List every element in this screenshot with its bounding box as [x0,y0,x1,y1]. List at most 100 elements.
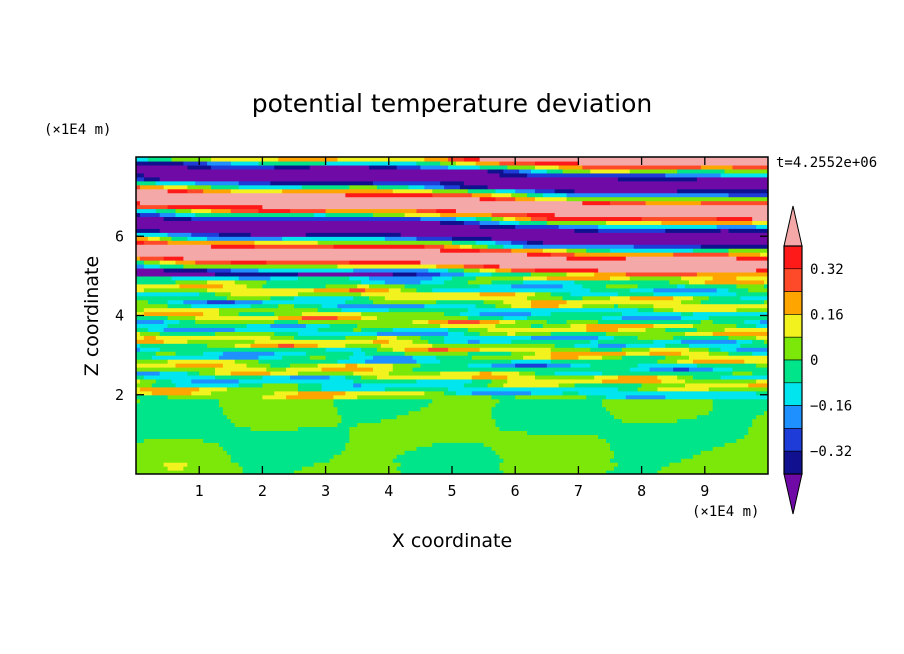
contour-cell [602,315,623,321]
contour-cell [167,323,248,328]
contour-cell [278,315,303,321]
contour-cell [432,442,485,447]
contour-cell [392,458,504,463]
contour-cell [361,311,445,317]
contour-cell [136,157,149,162]
contour-cell [463,267,481,273]
contour-cell [681,275,714,281]
contour-cell [246,323,271,328]
contour-cell [136,188,169,194]
contour-cell [136,410,224,416]
contour-cell [610,295,631,301]
contour-cell [159,370,188,376]
contour-cell [673,307,737,313]
contour-cell [613,466,662,471]
contour-cell [752,418,768,424]
contour-cell [321,303,339,309]
contour-cell [155,335,271,340]
contour-cell [487,184,768,190]
contour-cell [534,291,552,297]
contour-cell [207,287,315,293]
contour-cell [136,434,350,439]
contour-cell [570,363,591,368]
contour-cell [712,398,768,404]
contour-cell [250,232,307,237]
contour-cell [167,204,263,210]
contour-cell [491,212,528,218]
contour-cell [211,244,256,249]
contour-cell [163,462,188,467]
contour-cell [412,355,437,360]
contour-cell [424,303,477,309]
contour-cell [136,331,141,336]
contour-cell [582,283,607,289]
contour-cell [534,370,556,376]
contour-cell [179,283,224,289]
contour-cell [139,386,200,392]
contour-cell [139,378,157,384]
contour-cell [136,176,145,182]
contour-cell [598,339,655,344]
contour-cell [712,446,768,451]
contour-cell [566,256,627,261]
contour-cell [238,184,303,190]
contour-cell [542,192,568,198]
contour-cell [136,240,145,245]
contour-cell [550,311,623,317]
contour-cell [586,248,611,253]
contour-cell [215,271,299,277]
contour-cell [728,287,749,293]
contour-cell [479,319,500,325]
contour-cell [357,363,394,368]
contour-cell [353,382,362,388]
contour-cell [491,192,512,198]
contour-cell [230,188,283,194]
contour-cell [495,267,512,273]
contour-cell [503,216,516,221]
contour-cell [756,323,768,328]
contour-cell [685,378,757,384]
contour-cell [396,454,500,459]
contour-cell [136,271,216,277]
y-unit-label: (×1E4 m) [44,122,111,138]
contour-cell [136,260,145,265]
contour-cell [527,315,603,321]
contour-cell [136,406,224,412]
x-tick-label: 9 [700,482,709,500]
contour-cell [491,378,508,384]
contour-cell [471,374,508,380]
contour-cell [412,339,429,344]
contour-cell [345,374,362,380]
contour-cell [136,343,141,348]
contour-cell [325,283,358,289]
contour-cell [527,252,552,257]
contour-cell [404,347,429,352]
contour-cell [499,462,619,467]
contour-cell [534,188,556,194]
contour-cell [637,363,698,368]
contour-cell [692,374,722,380]
contour-cell [534,351,552,356]
contour-cell [175,351,204,356]
contour-cell [139,347,161,352]
contour-cell [736,339,753,344]
contour-cell [191,303,252,309]
contour-cell [361,315,378,321]
contour-cell [274,164,311,170]
y-tick-label: 6 [115,227,124,245]
contour-cell [728,335,757,340]
contour-cell [511,240,528,245]
contour-cell [586,327,619,332]
contour-cell [218,398,335,404]
contour-cell [661,378,686,384]
contour-cell [708,351,730,356]
contour-cell [373,339,390,344]
contour-cell [736,307,768,313]
contour-cell [290,374,331,380]
contour-cell [621,311,682,317]
contour-cell [617,386,639,392]
contour-cell [211,208,232,214]
contour-cell [305,232,402,237]
contour-cell [416,359,441,364]
contour-cell [309,164,370,170]
